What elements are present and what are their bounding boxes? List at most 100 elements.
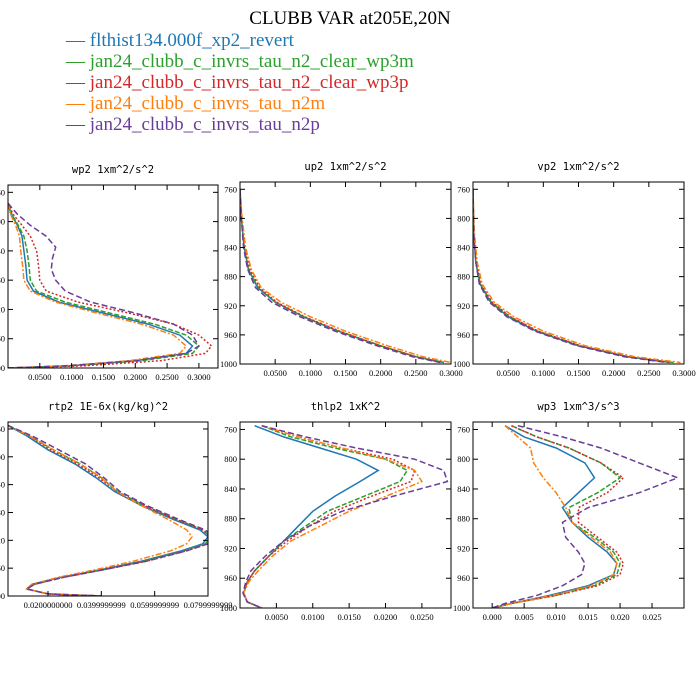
series-line-2 [492, 425, 622, 608]
x-tick-label: 0.015 [579, 612, 598, 622]
y-tick-label: 840 [457, 243, 470, 253]
series-line-4 [473, 189, 681, 364]
series-line-2 [8, 203, 200, 368]
y-tick-label: 960 [457, 330, 470, 340]
y-tick-label: 760 [0, 187, 5, 197]
y-tick-label: 1000 [220, 603, 237, 613]
y-tick-label: 1000 [453, 603, 470, 613]
x-tick-label: 0.025 [642, 612, 661, 622]
series-group [242, 424, 449, 608]
x-tick-label: 0.0599999999 [130, 600, 179, 610]
plot-frame [239, 181, 452, 365]
y-tick-label: 920 [457, 543, 470, 553]
y-tick-label: 920 [457, 301, 470, 311]
x-tick-label: 0.005 [515, 612, 534, 622]
chart-panel-2: up2 1xm^2/s^2 760 800 840 880 920 960 1000 0.050… [220, 161, 463, 378]
y-tick-label: 800 [457, 454, 470, 464]
series-line-4 [8, 203, 188, 368]
series-line-3 [242, 424, 416, 608]
series-group [473, 189, 681, 364]
x-tick-label: 0.0200 [374, 612, 397, 622]
series-line-1 [492, 425, 618, 608]
y-tick-label: 760 [457, 424, 470, 434]
x-tick-label: 0.000 [483, 612, 502, 622]
series-line-3 [8, 202, 213, 368]
y-tick-label: 880 [224, 514, 237, 524]
y-tick-label: 840 [0, 480, 5, 490]
x-tick-label: 0.0500 [28, 372, 51, 382]
y-tick-label: 760 [224, 424, 237, 434]
y-tick-label: 920 [224, 543, 237, 553]
x-tick-label: 0.020 [610, 612, 629, 622]
legend-item-3: — jan24_clubb_c_invrs_tau_n2_clear_wp3p [66, 72, 409, 93]
y-tick-label: 880 [457, 514, 470, 524]
x-tick-label: 0.3000 [672, 368, 695, 378]
y-tick-label: 960 [0, 334, 5, 344]
plot-frame [7, 421, 209, 597]
series-line-3 [240, 189, 441, 364]
series-line-4 [492, 425, 618, 608]
plot-frame [239, 421, 452, 609]
plot-frame [472, 421, 685, 609]
y-tick-label: 800 [0, 452, 5, 462]
y-tick-label: 800 [457, 213, 470, 223]
chart-panel-4: rtp2 1E-6x(kg/kg)^2 760 800 840 880 920 960 100… [0, 401, 232, 610]
y-tick-label: 1000 [220, 359, 237, 369]
series-line-2 [240, 189, 445, 364]
chart-panel-5: thlp2 1xK^2 760 800 840 880 920 960 1000 0.0050 0… [220, 401, 452, 622]
series-line-1 [473, 189, 671, 364]
series-line-3 [492, 425, 625, 608]
figure-title: CLUBB VAR at205E,20N [249, 8, 451, 29]
y-tick-label: 800 [0, 217, 5, 227]
chart-panel-6: wp3 1xm^3/s^3 760 800 840 880 920 960 1000 0.000… [453, 401, 685, 622]
series-line-4 [240, 189, 451, 364]
x-tick-label: 0.2000 [124, 372, 147, 382]
y-tick-label: 880 [457, 272, 470, 282]
y-tick-label: 880 [0, 275, 5, 285]
x-tick-label: 0.1500 [92, 372, 115, 382]
series-line-1 [8, 424, 208, 596]
panel-title: wp2 1xm^2/s^2 [72, 164, 154, 176]
y-tick-label: 1000 [453, 359, 470, 369]
plot-frame [472, 181, 685, 365]
x-tick-label: 0.1000 [299, 368, 322, 378]
series-line-3 [8, 424, 208, 596]
series-group [240, 189, 451, 364]
y-tick-label: 840 [224, 484, 237, 494]
panel-title: vp2 1xm^2/s^2 [537, 161, 619, 173]
y-tick-label: 960 [457, 573, 470, 583]
series-group [8, 424, 208, 596]
x-tick-label: 0.1000 [60, 372, 83, 382]
x-tick-label: 0.2000 [369, 368, 392, 378]
y-tick-label: 960 [0, 563, 5, 573]
x-tick-label: 0.1500 [334, 368, 357, 378]
series-line-5 [473, 189, 667, 364]
panel-title: up2 1xm^2/s^2 [304, 161, 386, 173]
panel-title: wp3 1xm^3/s^3 [537, 401, 619, 413]
series-line-2 [473, 189, 674, 364]
legend-item-2: — jan24_clubb_c_invrs_tau_n2_clear_wp3m [66, 51, 414, 72]
x-tick-label: 0.3000 [187, 372, 210, 382]
y-tick-label: 880 [0, 507, 5, 517]
x-tick-label: 0.2500 [404, 368, 427, 378]
series-line-5 [8, 202, 200, 368]
y-tick-label: 920 [0, 304, 5, 314]
legend-item-5: — jan24_clubb_c_invrs_tau_n2p [66, 114, 320, 135]
x-tick-label: 0.2000 [602, 368, 625, 378]
y-tick-label: 840 [224, 243, 237, 253]
x-tick-label: 0.0399999999 [77, 600, 126, 610]
y-tick-label: 960 [224, 330, 237, 340]
chart-panel-1: wp2 1xm^2/s^2 760 800 840 880 920 960 1000 0.050… [0, 164, 219, 382]
series-line-5 [8, 424, 208, 596]
panel-title: rtp2 1E-6x(kg/kg)^2 [48, 401, 168, 413]
series-line-3 [473, 189, 671, 364]
y-tick-label: 840 [457, 484, 470, 494]
plot-frame [7, 184, 219, 369]
legend-item-4: — jan24_clubb_c_invrs_tau_n2m [66, 93, 326, 114]
x-tick-label: 0.010 [547, 612, 566, 622]
x-tick-label: 0.0250 [410, 612, 433, 622]
chart-panel-3: vp2 1xm^2/s^2 760 800 840 880 920 960 1000 0.050… [453, 161, 696, 378]
series-line-5 [240, 189, 441, 364]
series-line-1 [240, 189, 445, 364]
series-line-5 [242, 424, 449, 608]
